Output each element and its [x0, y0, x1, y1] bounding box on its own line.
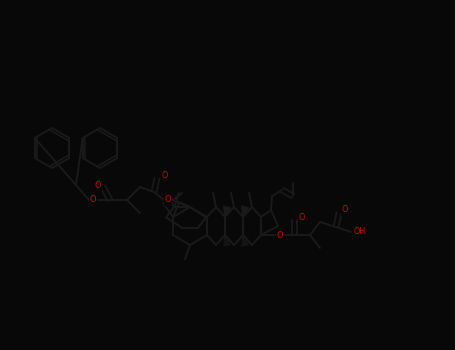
- Text: OH: OH: [354, 228, 366, 237]
- Text: O: O: [165, 196, 172, 204]
- Text: O: O: [342, 205, 348, 215]
- Text: O: O: [90, 196, 96, 204]
- Text: O: O: [95, 181, 101, 189]
- Text: O: O: [299, 214, 305, 223]
- Text: O: O: [162, 172, 168, 181]
- Polygon shape: [223, 206, 230, 217]
- Polygon shape: [242, 206, 248, 217]
- Text: O: O: [277, 231, 283, 239]
